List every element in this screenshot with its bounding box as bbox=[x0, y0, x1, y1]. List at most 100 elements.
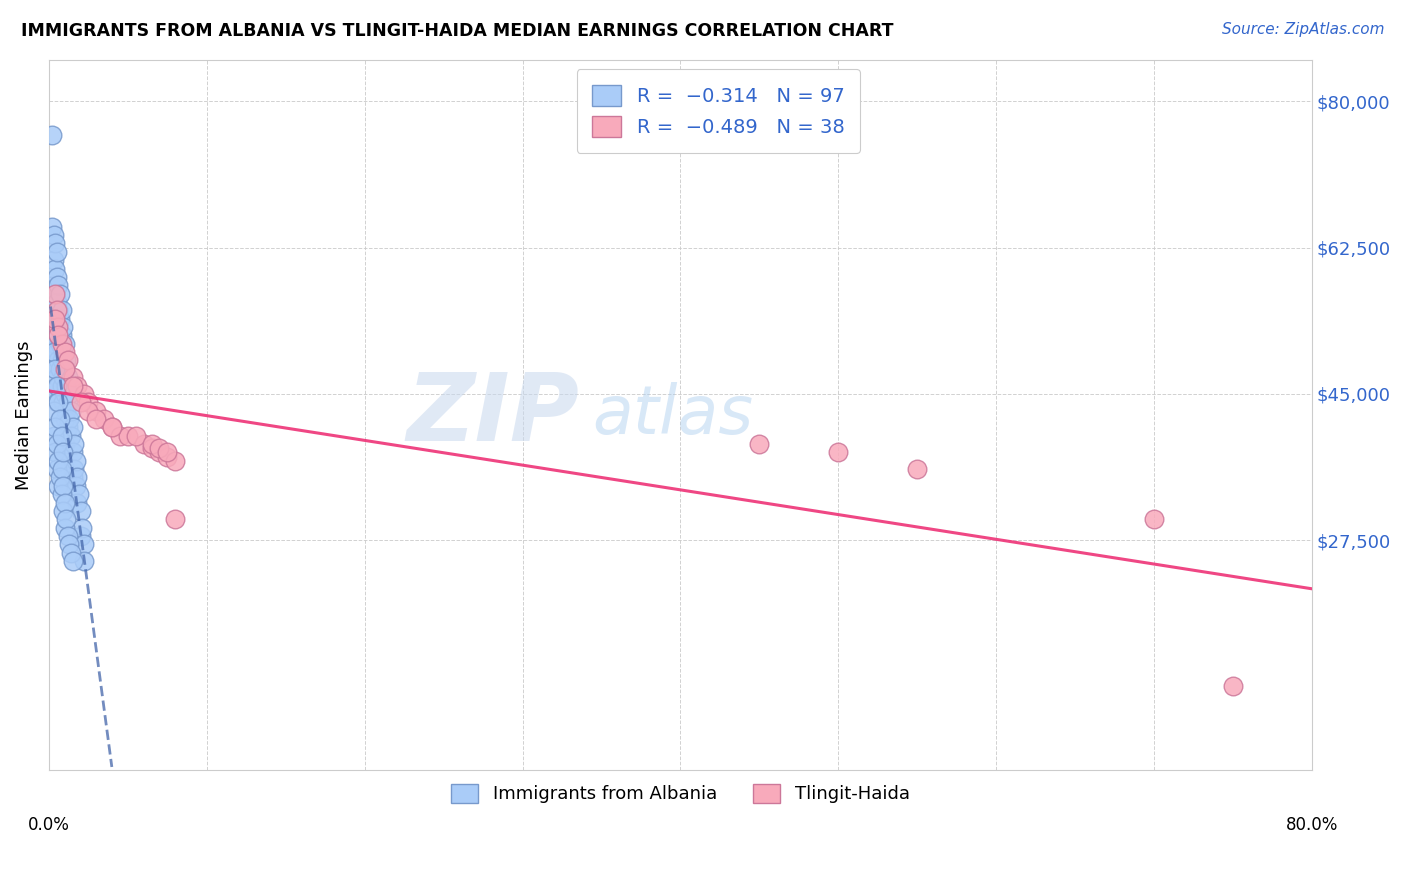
Point bbox=[45, 303, 67, 318]
Point bbox=[48, 328, 70, 343]
Point bbox=[827, 445, 849, 459]
Point bbox=[108, 428, 131, 442]
Text: IMMIGRANTS FROM ALBANIA VS TLINGIT-HAIDA MEDIAN EARNINGS CORRELATION CHART: IMMIGRANTS FROM ALBANIA VS TLINGIT-HAIDA… bbox=[21, 22, 894, 40]
Y-axis label: Median Earnings: Median Earnings bbox=[15, 340, 32, 490]
Point bbox=[45, 395, 67, 409]
Point bbox=[1222, 679, 1244, 693]
Point bbox=[56, 353, 79, 368]
Point bbox=[41, 219, 63, 234]
Point bbox=[93, 412, 115, 426]
Point bbox=[125, 428, 148, 442]
Point bbox=[53, 345, 76, 359]
Point bbox=[44, 236, 66, 251]
Point bbox=[53, 361, 76, 376]
Point bbox=[86, 412, 108, 426]
Point bbox=[53, 412, 76, 426]
Point bbox=[51, 462, 73, 476]
Point bbox=[63, 462, 86, 476]
Point bbox=[156, 445, 179, 459]
Point bbox=[44, 336, 66, 351]
Point bbox=[55, 403, 77, 417]
Point bbox=[49, 361, 72, 376]
Point bbox=[53, 462, 76, 476]
Text: 80.0%: 80.0% bbox=[1285, 816, 1339, 834]
Text: ZIP: ZIP bbox=[406, 368, 579, 461]
Point bbox=[51, 353, 73, 368]
Point bbox=[52, 479, 75, 493]
Point bbox=[1143, 512, 1166, 526]
Point bbox=[48, 278, 70, 293]
Point bbox=[53, 495, 76, 509]
Point bbox=[165, 454, 187, 468]
Point bbox=[52, 504, 75, 518]
Point bbox=[66, 470, 89, 484]
Point bbox=[58, 537, 80, 551]
Point bbox=[53, 437, 76, 451]
Point bbox=[44, 261, 66, 276]
Point bbox=[73, 537, 96, 551]
Point bbox=[156, 450, 179, 464]
Point bbox=[53, 336, 76, 351]
Point bbox=[52, 345, 75, 359]
Point bbox=[44, 445, 66, 459]
Point bbox=[44, 311, 66, 326]
Point bbox=[41, 128, 63, 142]
Point bbox=[62, 470, 84, 484]
Point bbox=[56, 420, 79, 434]
Point bbox=[69, 529, 91, 543]
Point bbox=[73, 554, 96, 568]
Point bbox=[45, 269, 67, 284]
Point bbox=[67, 487, 90, 501]
Point bbox=[66, 378, 89, 392]
Point bbox=[48, 395, 70, 409]
Point bbox=[42, 345, 65, 359]
Point bbox=[141, 437, 163, 451]
Point bbox=[56, 395, 79, 409]
Point bbox=[53, 361, 76, 376]
Point bbox=[52, 320, 75, 334]
Point bbox=[51, 428, 73, 442]
Point bbox=[52, 395, 75, 409]
Point bbox=[63, 437, 86, 451]
Point bbox=[44, 286, 66, 301]
Point bbox=[48, 303, 70, 318]
Point bbox=[55, 512, 77, 526]
Point bbox=[53, 520, 76, 534]
Point bbox=[58, 412, 80, 426]
Point bbox=[51, 303, 73, 318]
Point bbox=[117, 428, 139, 442]
Point bbox=[905, 462, 928, 476]
Point bbox=[58, 387, 80, 401]
Point bbox=[52, 370, 75, 384]
Point bbox=[49, 470, 72, 484]
Point bbox=[42, 328, 65, 343]
Point bbox=[132, 437, 155, 451]
Point bbox=[165, 512, 187, 526]
Point bbox=[56, 370, 79, 384]
Point bbox=[148, 441, 170, 455]
Point bbox=[45, 244, 67, 259]
Point bbox=[70, 520, 93, 534]
Point bbox=[41, 295, 63, 310]
Point bbox=[45, 295, 67, 310]
Point bbox=[148, 445, 170, 459]
Point bbox=[48, 328, 70, 343]
Point bbox=[60, 546, 83, 560]
Point bbox=[51, 487, 73, 501]
Point bbox=[77, 395, 100, 409]
Point bbox=[48, 454, 70, 468]
Point bbox=[62, 420, 84, 434]
Point bbox=[56, 529, 79, 543]
Point bbox=[55, 378, 77, 392]
Point bbox=[62, 370, 84, 384]
Point bbox=[45, 462, 67, 476]
Point bbox=[49, 336, 72, 351]
Point bbox=[44, 387, 66, 401]
Point bbox=[60, 428, 83, 442]
Point bbox=[49, 311, 72, 326]
Point bbox=[42, 428, 65, 442]
Point bbox=[44, 361, 66, 376]
Text: 0.0%: 0.0% bbox=[28, 816, 70, 834]
Point bbox=[45, 437, 67, 451]
Point bbox=[62, 554, 84, 568]
